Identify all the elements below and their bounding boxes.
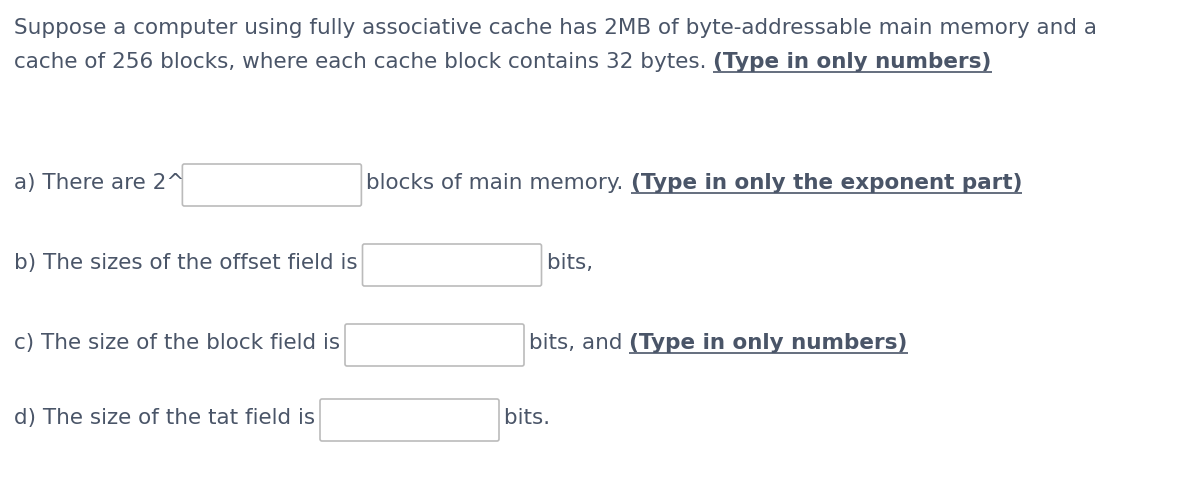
FancyBboxPatch shape <box>346 324 524 366</box>
Text: c) The size of the block field is: c) The size of the block field is <box>14 333 347 353</box>
Text: b) The sizes of the offset field is: b) The sizes of the offset field is <box>14 253 365 273</box>
FancyBboxPatch shape <box>182 164 361 206</box>
Text: (Type in only numbers): (Type in only numbers) <box>713 52 991 72</box>
Text: bits,: bits, <box>540 253 593 273</box>
Text: Suppose a computer using fully associative cache has 2MB of byte-addressable mai: Suppose a computer using fully associati… <box>14 18 1097 38</box>
Text: bits.: bits. <box>497 408 550 428</box>
FancyBboxPatch shape <box>320 399 499 441</box>
Text: (Type in only the exponent part): (Type in only the exponent part) <box>631 174 1022 193</box>
Text: bits, and: bits, and <box>522 333 629 353</box>
Text: blocks of main memory.: blocks of main memory. <box>359 174 631 193</box>
Text: (Type in only numbers): (Type in only numbers) <box>629 333 907 353</box>
Text: d) The size of the tat field is: d) The size of the tat field is <box>14 408 322 428</box>
Text: cache of 256 blocks, where each cache block contains 32 bytes.: cache of 256 blocks, where each cache bl… <box>14 52 713 72</box>
FancyBboxPatch shape <box>362 244 541 286</box>
Text: a) There are 2^: a) There are 2^ <box>14 174 185 193</box>
